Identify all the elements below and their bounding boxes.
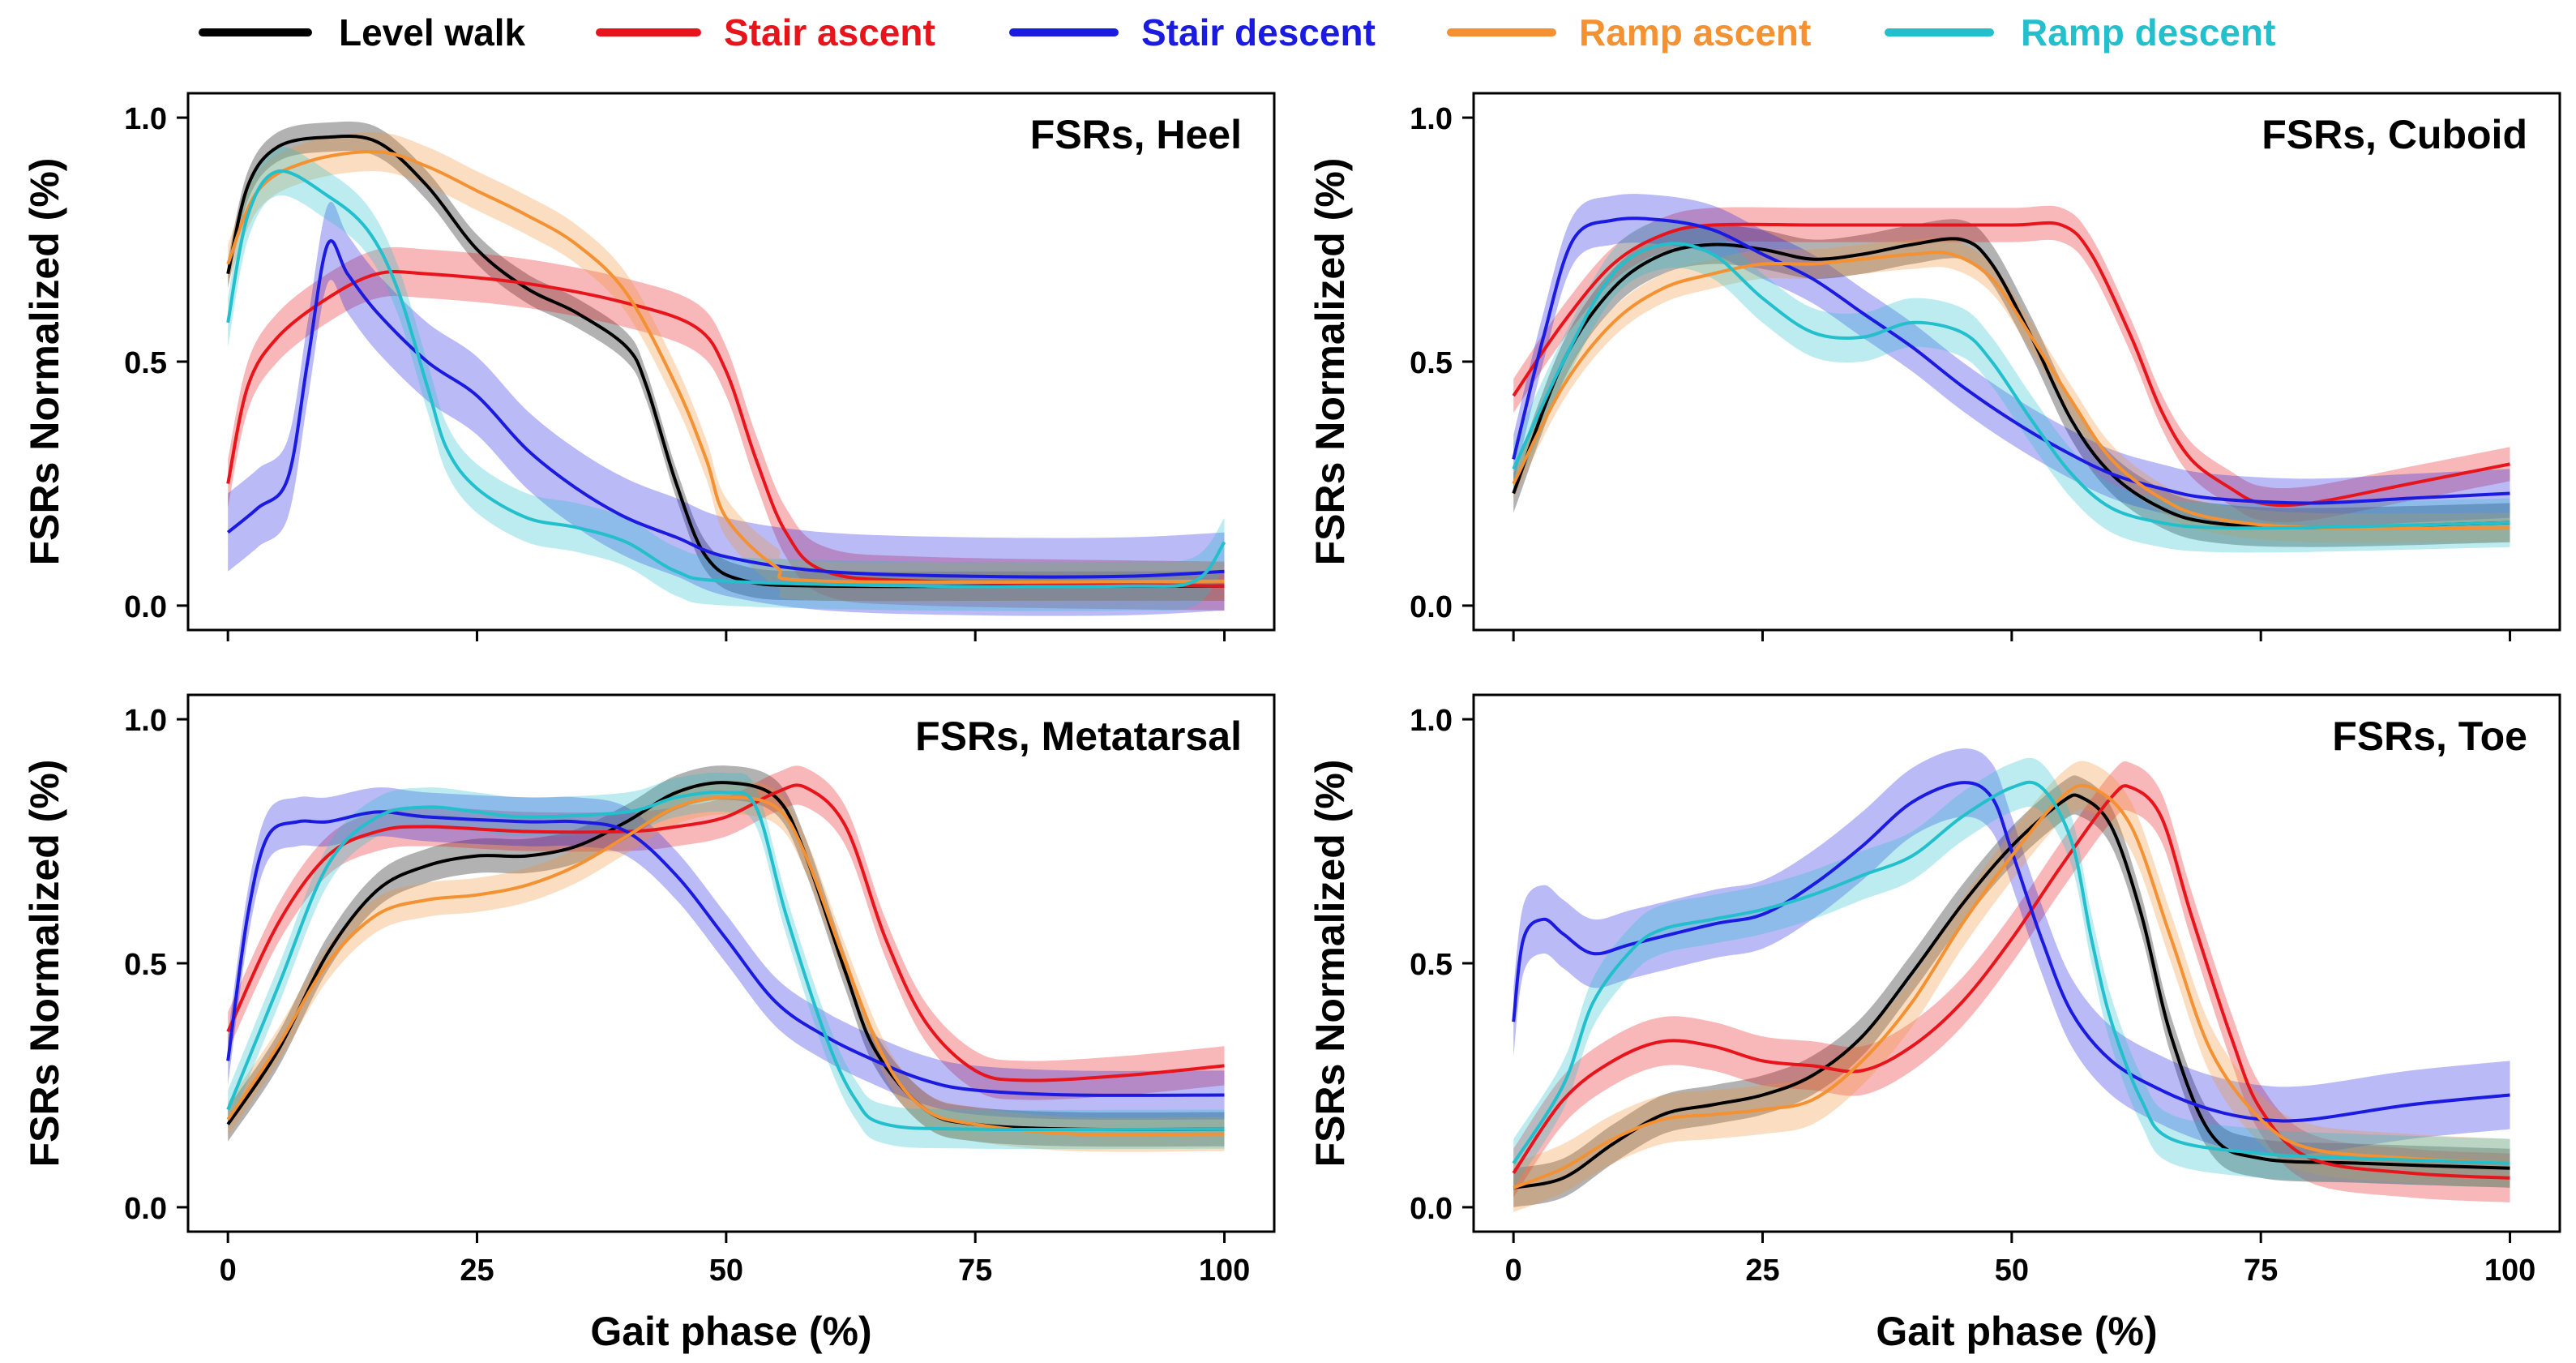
band-level-walk — [228, 121, 1225, 602]
band-stair-ascent — [228, 246, 1225, 611]
series-line-stair-ascent — [226, 269, 1225, 588]
legend: Level walk Stair ascent Stair descent Ra… — [199, 11, 2275, 54]
legend-item-stair-ascent: Stair ascent — [596, 11, 935, 54]
y-tick-label: 1.0 — [124, 102, 167, 136]
legend-item-ramp-descent: Ramp descent — [1885, 11, 2275, 54]
band-ramp-ascent — [1513, 761, 2510, 1212]
y-axis-label: FSRs Normalized (%) — [22, 158, 67, 566]
panel-metatarsal: 0 25 50 75 100 0.0 0.5 1.0 FSRs, Metatarsal FSRs … — [22, 693, 1276, 1354]
plot-area — [1512, 194, 2510, 553]
x-tick-label: 25 — [1745, 1254, 1779, 1288]
y-tick-label: 0.5 — [1410, 948, 1453, 982]
legend-item-level-walk: Level walk — [199, 11, 526, 54]
band-ramp-descent — [228, 146, 1225, 611]
x-tick-label: 50 — [1995, 1254, 2029, 1288]
y-tick-label: 0.5 — [124, 346, 167, 380]
legend-label-stair-descent: Stair descent — [1141, 11, 1376, 54]
series-line-stair-descent — [226, 810, 1225, 1097]
band-ramp-descent — [228, 772, 1225, 1150]
y-tick-label: 0.5 — [124, 948, 167, 982]
band-stair-descent — [1513, 194, 2510, 528]
y-axis-label: FSRs Normalized (%) — [1307, 158, 1353, 566]
series-line-stair-descent — [1512, 216, 2510, 505]
legend-label-ramp-descent: Ramp descent — [2021, 11, 2275, 54]
legend-label-ramp-ascent: Ramp ascent — [1579, 11, 1811, 54]
band-level-walk — [1513, 775, 2510, 1207]
panel-title: FSRs, Metatarsal — [915, 714, 1242, 759]
band-stair-ascent — [228, 765, 1225, 1100]
panel-toe: 0 25 50 75 100 0.0 0.5 1.0 FSRs, Toe FSRs Normali… — [1307, 693, 2561, 1354]
panel-heel: 0.0 0.5 1.0 FSRs, Heel FSRs Normalized (%) — [22, 92, 1276, 641]
band-stair-ascent — [1513, 205, 2510, 523]
y-axis-label: FSRs Normalized (%) — [22, 760, 67, 1168]
y-axis-label: FSRs Normalized (%) — [1307, 760, 1353, 1168]
band-ramp-descent — [1513, 757, 2510, 1188]
y-tick-label: 1.0 — [1410, 704, 1453, 738]
y-tick-label: 1.0 — [124, 704, 167, 738]
legend-label-level-walk: Level walk — [339, 11, 526, 54]
x-tick-label: 75 — [958, 1254, 992, 1288]
band-stair-ascent — [1513, 761, 2510, 1202]
series-line-stair-ascent — [1512, 221, 2510, 508]
band-stair-descent — [228, 787, 1225, 1121]
series-line-ramp-descent — [1512, 242, 2510, 530]
series-line-ramp-descent — [226, 790, 1225, 1132]
x-axis-label: Gait phase (%) — [1876, 1309, 2157, 1354]
band-ramp-ascent — [228, 131, 1225, 602]
y-tick-label: 0.5 — [1410, 346, 1453, 380]
x-tick-label: 0 — [220, 1254, 237, 1288]
x-tick-label: 75 — [2244, 1254, 2278, 1288]
band-stair-descent — [1513, 748, 2510, 1155]
panel-title: FSRs, Toe — [2332, 714, 2527, 759]
x-tick-label: 100 — [1199, 1254, 1250, 1288]
legend-item-ramp-ascent: Ramp ascent — [1447, 11, 1811, 54]
x-tick-label: 0 — [1505, 1254, 1522, 1288]
band-level-walk — [1513, 219, 2510, 547]
x-tick-label: 50 — [709, 1254, 743, 1288]
x-tick-label: 25 — [460, 1254, 494, 1288]
series-line-stair-descent — [1512, 781, 2510, 1123]
y-tick-label: 0.0 — [1410, 590, 1453, 624]
series-line-ramp-descent — [1512, 780, 2510, 1165]
series-line-ramp-ascent — [1513, 783, 2510, 1189]
legend-label-stair-ascent: Stair ascent — [724, 11, 935, 54]
series-line-stair-ascent — [1512, 784, 2510, 1180]
series-line-ramp-ascent — [1512, 251, 2510, 530]
y-tick-label: 1.0 — [1410, 102, 1453, 136]
y-tick-label: 0.0 — [124, 1192, 167, 1226]
series-line-ramp-descent — [226, 169, 1226, 589]
y-tick-label: 0.0 — [124, 590, 167, 624]
panel-title: FSRs, Cuboid — [2261, 112, 2527, 157]
y-tick-label: 0.0 — [1410, 1192, 1453, 1226]
series-line-ramp-ascent — [226, 150, 1225, 585]
x-tick-label: 100 — [2484, 1254, 2535, 1288]
x-axis-label: Gait phase (%) — [590, 1309, 871, 1354]
series-line-stair-descent — [226, 239, 1225, 579]
band-level-walk — [228, 765, 1225, 1147]
series-line-level-walk — [1513, 793, 2510, 1189]
panel-cuboid: 0.0 0.5 1.0 FSRs, Cuboid FSRs Normalized (%) — [1307, 92, 2561, 641]
plot-area — [1512, 748, 2510, 1212]
plot-area — [226, 765, 1225, 1152]
panel-title: FSRs, Heel — [1030, 112, 1242, 157]
legend-item-stair-descent: Stair descent — [1009, 11, 1376, 54]
band-ramp-descent — [1513, 219, 2510, 553]
plot-area — [226, 121, 1226, 616]
series-line-level-walk — [1512, 237, 2510, 529]
series-line-ramp-ascent — [226, 795, 1225, 1137]
